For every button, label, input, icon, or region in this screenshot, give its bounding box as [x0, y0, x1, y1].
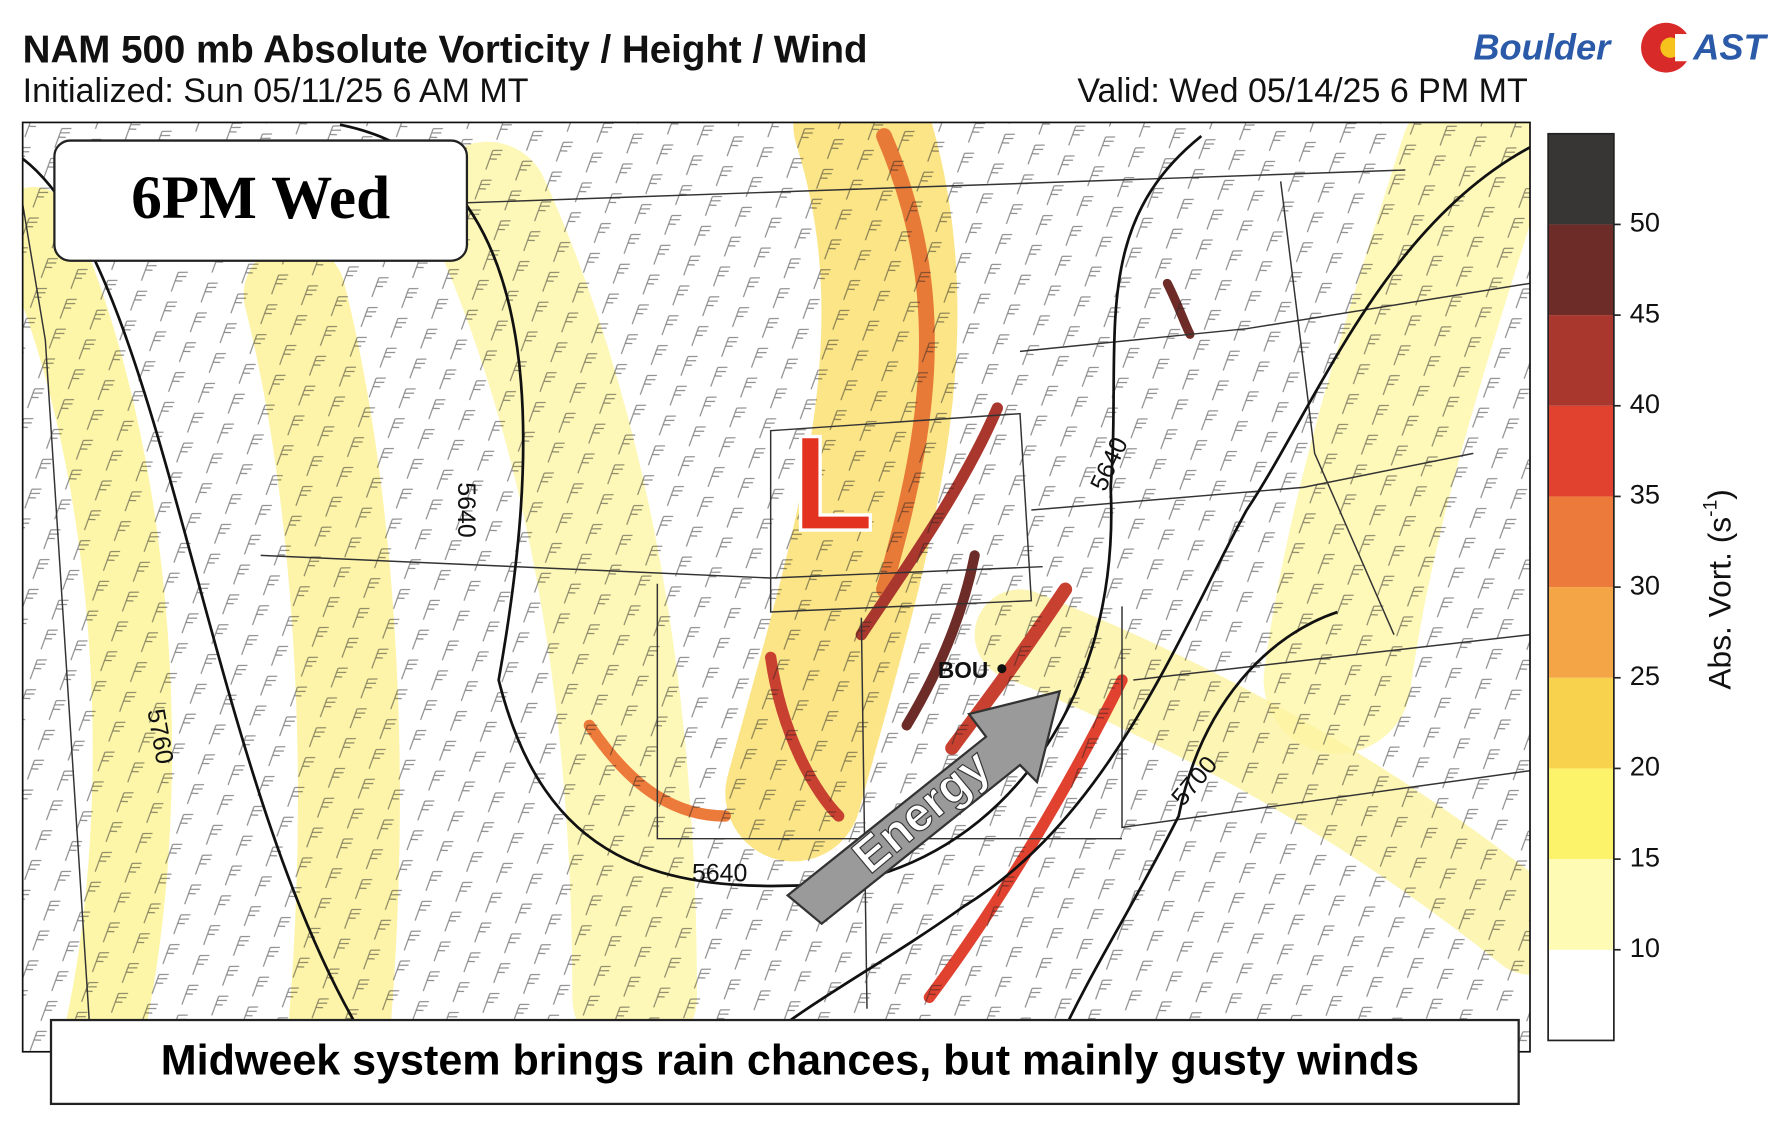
colorbar-segment	[1548, 949, 1614, 1041]
colorbar-segment	[1548, 496, 1614, 588]
station-dot	[997, 664, 1007, 674]
colorbar-segment	[1548, 587, 1614, 678]
colorbar-tick-label: 15	[1630, 841, 1660, 872]
contour-label: 5640	[692, 860, 747, 888]
colorbar-tick-label: 25	[1630, 660, 1660, 691]
colorbar-segment	[1548, 315, 1614, 406]
logo-c-gap	[1675, 34, 1694, 62]
time-box-bg	[53, 139, 469, 262]
contour-label: 5640	[452, 482, 480, 537]
logo: Boulder AST	[1473, 22, 1768, 73]
logo-right: AST	[1692, 26, 1768, 67]
caption-box	[49, 1018, 1520, 1106]
low-marker: L	[791, 407, 874, 559]
station-label: BOU	[938, 657, 988, 683]
caption: Midweek system brings rain chances, but …	[161, 1036, 1419, 1084]
colorbar-tick-label: 40	[1630, 388, 1660, 419]
colorbar-segment	[1548, 768, 1614, 860]
colorbar-segment	[1548, 405, 1614, 497]
colorbar-tick-label: 10	[1630, 932, 1660, 963]
colorbar-segment	[1548, 859, 1614, 950]
colorbar-tick-label: 35	[1630, 479, 1660, 510]
valid: Valid: Wed 05/14/25 6 PM MT	[1077, 72, 1527, 110]
borders	[22, 169, 1530, 1043]
colorbar-tick-label: 50	[1630, 207, 1660, 238]
time-box: 6PM Wed	[53, 139, 469, 262]
time-label: 6PM Wed	[131, 164, 390, 232]
colorbar-label-text: Abs. Vort. (s	[1702, 517, 1738, 690]
colorbar-tick-label: 45	[1630, 297, 1660, 328]
colorbar-segment	[1548, 224, 1614, 316]
colorbar-tick-label: 30	[1630, 569, 1660, 600]
map	[22, 122, 1530, 1052]
colorbar: 10 15 20 25 30 35 40 45 50	[1547, 132, 1660, 1042]
initialized: Initialized: Sun 05/11/25 6 AM MT	[23, 72, 529, 110]
colorbar-segment	[1548, 677, 1614, 769]
colorbar-label: Abs. Vort. (s-1)	[1700, 489, 1738, 689]
wind-barbs	[22, 122, 1530, 1052]
title: NAM 500 mb Absolute Vorticity / Height /…	[23, 28, 868, 71]
colorbar-tick-label: 20	[1630, 751, 1660, 782]
arrow-shape	[785, 689, 1062, 926]
colorbar-label-sup: -1	[1700, 500, 1721, 517]
logo-left: Boulder	[1473, 26, 1612, 67]
colorbar-segment	[1548, 133, 1614, 225]
colorbar-label-close: )	[1702, 489, 1738, 500]
